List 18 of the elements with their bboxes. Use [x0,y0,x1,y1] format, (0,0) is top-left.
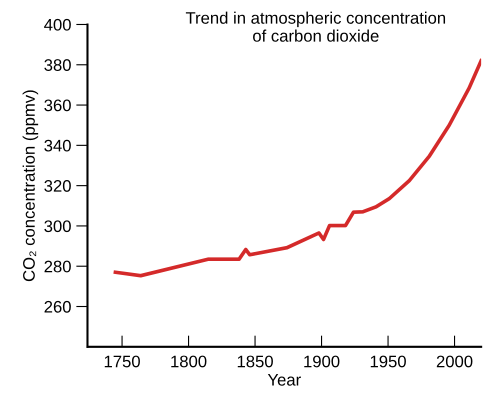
x-axis-title: Year [268,374,301,386]
chart-title: Trend in atmospheric concentration of carbon dioxide [186,12,446,42]
x-tick-label: 1950 [370,356,406,368]
y-tick-label: 400 [44,18,71,31]
line-series [114,58,482,278]
y-tick-label: 300 [44,220,71,232]
y-tick-label: 320 [44,180,71,192]
x-tick-label: 1900 [304,356,340,368]
x-tick-label: 1850 [238,356,273,368]
y-tick-label: 260 [44,300,71,313]
y-tick-label: 380 [44,59,71,71]
x-tick-label: 1800 [171,356,206,368]
y-tick-label: 360 [44,99,71,112]
x-tick-label: 1750 [104,356,140,368]
y-tick-label: 340 [44,140,71,152]
x-tick-label: 2000 [436,356,472,368]
y-tick-label: 280 [44,260,71,272]
y-axis-title: CO₂ concentration (ppmv) [22,90,38,282]
